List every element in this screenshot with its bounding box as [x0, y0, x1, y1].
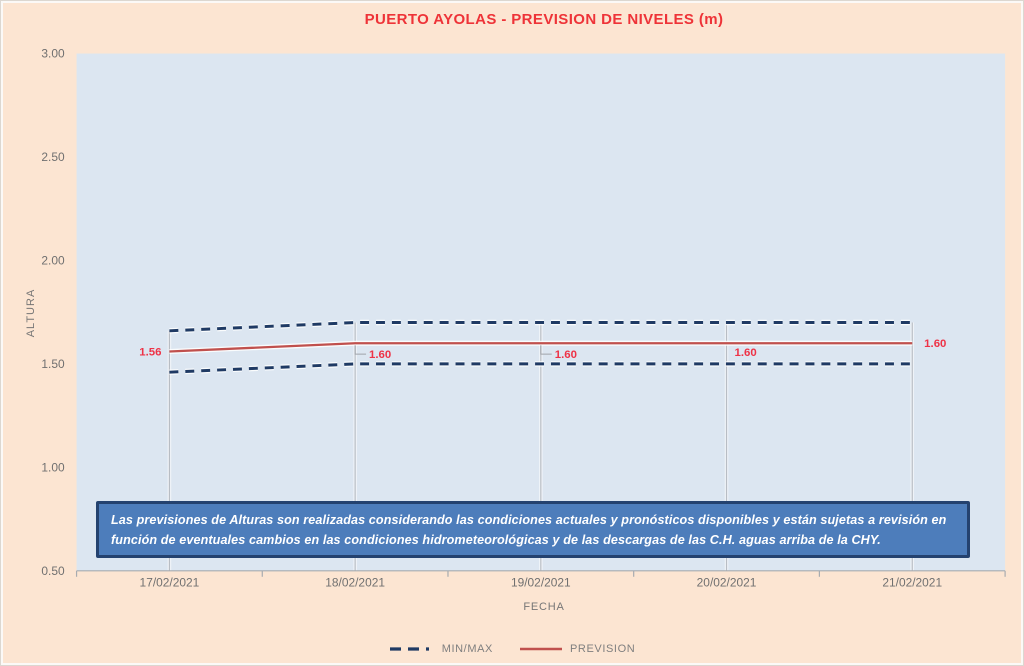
plot-canvas: 0.50 1.00 1.50 2.00 2.50 3.00 17/02/2021 18/02/… [41, 47, 1006, 590]
y-axis-title: ALTURA [25, 288, 37, 338]
x-axis-tick-label: 17/02/2021 [140, 576, 200, 590]
prevision-solid-line-icon [519, 647, 562, 651]
minmax-series-line [169, 362, 913, 374]
x-axis-tick-label: 19/02/2021 [511, 576, 571, 590]
data-label: 1.60 [369, 349, 391, 361]
legend-label-minmax: MIN/MAX [441, 643, 493, 655]
legend-item-prevision: PREVISION [519, 643, 635, 655]
legend: MIN/MAX PREVISION [3, 639, 1021, 659]
x-axis-title: FECHA [523, 601, 565, 613]
x-axis-tick-label: 18/02/2021 [325, 576, 385, 590]
prevision-series-line [169, 342, 913, 353]
y-axis-tick-label: 2.50 [41, 150, 65, 164]
legend-label-prevision: PREVISION [569, 643, 636, 655]
x-axis-tick-label: 21/02/2021 [882, 576, 942, 590]
data-label-leader [540, 345, 552, 355]
y-axis-tick-label: 1.50 [41, 357, 65, 371]
data-label: 1.56 [139, 346, 161, 358]
data-label-leader [354, 345, 367, 355]
legend-item-minmax: MIN/MAX [389, 643, 493, 655]
y-axis-tick-label: 0.50 [41, 564, 65, 578]
annotation-box: Las previsiones de Alturas son realizada… [96, 501, 970, 558]
data-label: 1.60 [924, 338, 946, 350]
x-axis-tick-label: 20/02/2021 [697, 576, 757, 590]
y-axis-tick-label: 1.00 [41, 460, 65, 474]
y-axis-tick-label: 2.00 [41, 253, 65, 267]
chart-title: PUERTO AYOLAS - PREVISION DE NIVELES (m) [364, 11, 724, 28]
minmax-series-line [169, 321, 913, 333]
y-axis-tick-label: 3.00 [41, 47, 65, 61]
minmax-dashed-line-icon [389, 647, 434, 651]
data-label: 1.60 [734, 347, 756, 359]
data-label: 1.60 [555, 349, 577, 361]
